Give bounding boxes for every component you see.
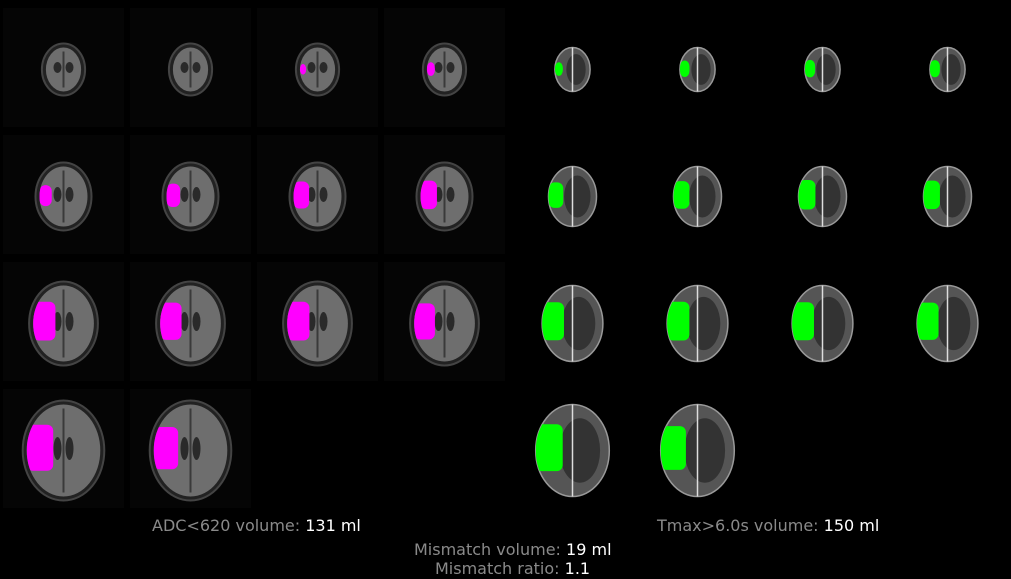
adc-lesion-overlay xyxy=(299,64,307,75)
tmax-lesion-overlay xyxy=(554,62,563,76)
tmax-lesion-overlay xyxy=(548,182,564,208)
adc-slice-thumbnail xyxy=(130,8,251,127)
tmax-lesion-overlay xyxy=(923,180,940,210)
adc-lesion-overlay xyxy=(287,301,310,341)
tmax-lesion-overlay xyxy=(679,60,690,77)
tmax-slice-thumbnail xyxy=(888,8,1007,127)
tmax-slice-thumbnail xyxy=(763,135,882,254)
tmax-lesion-overlay xyxy=(535,424,563,472)
tmax-lesion-overlay xyxy=(673,181,690,209)
tmax-lesion-overlay xyxy=(542,302,564,341)
tmax-slice-thumbnail xyxy=(763,262,882,381)
adc-slice-thumbnail xyxy=(3,262,124,381)
adc-lesion-overlay xyxy=(39,185,52,207)
tmax-volume-stat: Tmax>6.0s volume: 150 ml xyxy=(657,516,879,535)
tmax-slice-thumbnail xyxy=(638,262,757,381)
tmax-slice-thumbnail xyxy=(888,135,1007,254)
adc-lesion-overlay xyxy=(33,301,56,341)
mismatch-ratio-stat: Mismatch ratio: 1.1 xyxy=(435,559,590,578)
adc-slice-thumbnail xyxy=(130,135,251,254)
tmax-volume-value: 150 ml xyxy=(823,516,880,535)
tmax-lesion-overlay xyxy=(929,60,940,78)
tmax-lesion-overlay xyxy=(660,426,686,470)
adc-slice-thumbnail xyxy=(257,262,378,381)
mismatch-ratio-value: 1.1 xyxy=(564,559,591,578)
tmax-lesion-overlay xyxy=(804,59,816,78)
adc-slice-thumbnail xyxy=(130,389,251,508)
adc-slice-thumbnail xyxy=(3,8,124,127)
tmax-slice-thumbnail xyxy=(513,262,632,381)
adc-slice-thumbnail xyxy=(257,135,378,254)
tmax-slice-thumbnail xyxy=(763,8,882,127)
mismatch-ratio-label: Mismatch ratio: xyxy=(435,559,565,578)
tmax-slice-thumbnail xyxy=(638,389,757,508)
tmax-lesion-overlay xyxy=(667,301,690,341)
tmax-slice-thumbnail xyxy=(513,8,632,127)
adc-lesion-overlay xyxy=(293,181,310,209)
adc-lesion-overlay xyxy=(414,303,435,340)
tmax-slice-thumbnail xyxy=(513,389,632,508)
adc-slice-thumbnail xyxy=(384,262,505,381)
adc-lesion-overlay xyxy=(160,302,182,340)
adc-slice-thumbnail xyxy=(257,8,378,127)
tmax-slice-thumbnail xyxy=(638,135,757,254)
mismatch-volume-stat: Mismatch volume: 19 ml xyxy=(414,540,612,559)
adc-volume-stat: ADC<620 volume: 131 ml xyxy=(152,516,361,535)
mismatch-volume-value: 19 ml xyxy=(566,540,612,559)
adc-slice-thumbnail xyxy=(3,135,124,254)
adc-volume-value: 131 ml xyxy=(305,516,361,535)
adc-lesion-overlay xyxy=(166,183,181,208)
adc-lesion-overlay xyxy=(153,426,179,470)
tmax-slice-thumbnail xyxy=(513,135,632,254)
tmax-slice-grid xyxy=(510,0,1011,512)
adc-slice-thumbnail xyxy=(384,135,505,254)
tmax-volume-label: Tmax>6.0s volume: xyxy=(657,516,824,535)
adc-slice-grid xyxy=(0,0,510,512)
adc-volume-label: ADC<620 volume: xyxy=(152,516,306,535)
tmax-slice-thumbnail xyxy=(638,8,757,127)
tmax-lesion-overlay xyxy=(917,302,939,340)
tmax-lesion-overlay xyxy=(792,302,814,341)
adc-lesion-overlay xyxy=(426,62,435,76)
tmax-slice-thumbnail xyxy=(888,262,1007,381)
mismatch-volume-label: Mismatch volume: xyxy=(414,540,567,559)
adc-slice-thumbnail xyxy=(384,8,505,127)
tmax-lesion-overlay xyxy=(798,180,816,210)
adc-lesion-overlay xyxy=(26,424,54,471)
adc-slice-thumbnail xyxy=(3,389,124,508)
adc-lesion-overlay xyxy=(420,180,437,210)
adc-slice-thumbnail xyxy=(130,262,251,381)
